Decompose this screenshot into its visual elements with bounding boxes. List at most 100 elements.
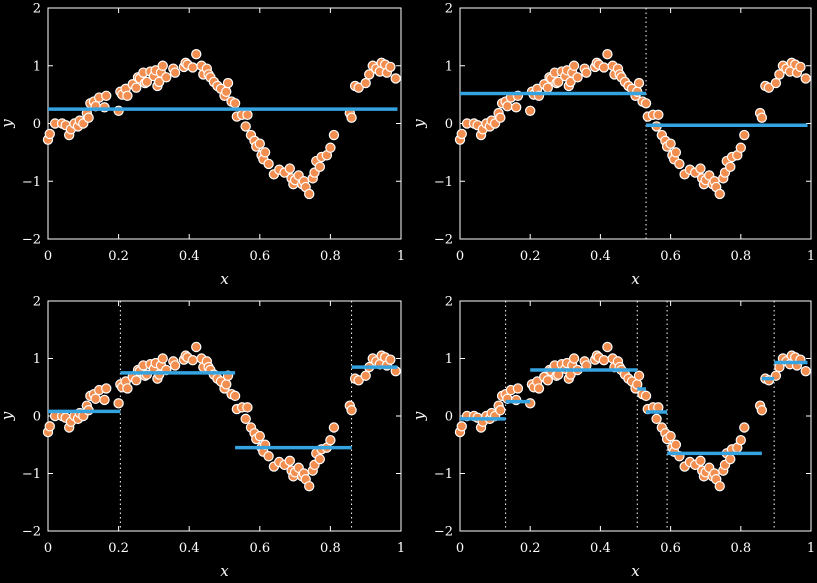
data-point [325, 142, 336, 153]
y-tick-label: 0 [33, 410, 41, 425]
x-tick-label: 0.8 [730, 249, 751, 264]
data-point [568, 353, 580, 364]
data-point [83, 112, 94, 123]
y-tick-label: 2 [33, 295, 41, 310]
axes-frame [47, 300, 402, 532]
y-tick-label: 2 [33, 2, 41, 17]
data-point [221, 86, 232, 97]
data-point [346, 112, 357, 123]
data-point [191, 341, 202, 353]
y-axis-label: y [0, 119, 16, 129]
data-point [254, 138, 265, 149]
data-point [800, 73, 811, 84]
x-tick-label: 0.6 [660, 541, 681, 556]
y-tick-label: 2 [445, 2, 453, 17]
data-point [763, 82, 775, 93]
data-point [113, 398, 124, 409]
data-point [90, 393, 101, 404]
x-tick-label: 0 [44, 249, 52, 264]
data-point [263, 158, 274, 170]
data-point [653, 109, 664, 121]
data-point [385, 61, 396, 73]
data-point [670, 439, 682, 450]
data-point [304, 480, 315, 492]
data-point [633, 77, 645, 89]
data-point [263, 451, 274, 462]
data-point [800, 365, 811, 377]
data-point [739, 422, 750, 433]
y-tick-label: −2 [22, 233, 41, 248]
x-tick-label: 0 [44, 541, 52, 556]
data-point [304, 188, 315, 200]
x-tick-label: 0.2 [520, 249, 541, 264]
data-point [665, 138, 676, 149]
data-point [229, 98, 241, 109]
data-point [735, 434, 747, 446]
data-point [456, 421, 467, 432]
data-point [525, 105, 536, 116]
data-point [670, 147, 682, 158]
x-tick-label: 0.6 [660, 249, 681, 264]
data-point [360, 370, 371, 381]
data-point [735, 142, 747, 153]
data-point [240, 413, 251, 425]
data-point [714, 188, 725, 200]
data-point [553, 76, 564, 88]
x-tick-label: 0.4 [179, 541, 200, 556]
axes-frame [47, 7, 402, 240]
panel-1: 0 0.2 0.4 0.6 0.8 1 −2 −1 0 1 2 x y [0, 2, 405, 289]
data-point [602, 49, 613, 60]
data-point [314, 161, 326, 173]
data-point [254, 430, 265, 442]
data-point [242, 109, 253, 121]
data-point [602, 341, 613, 353]
data-point [725, 453, 736, 465]
data-point [695, 455, 706, 467]
data-point [221, 379, 232, 390]
x-tick-label: 0 [456, 541, 464, 556]
data-point [510, 102, 522, 113]
y-axis-label: y [410, 119, 428, 129]
data-point [284, 163, 296, 174]
y-tick-label: 1 [33, 352, 41, 367]
data-point [640, 390, 652, 402]
data-point [456, 128, 467, 140]
data-point [390, 73, 401, 84]
data-point [169, 67, 181, 78]
data-point [770, 77, 782, 89]
data-point [284, 455, 296, 467]
y-tick-label: −1 [434, 175, 453, 190]
data-point [756, 405, 768, 416]
data-point [187, 62, 198, 73]
data-point [131, 82, 142, 93]
x-axis-label: x [220, 562, 229, 580]
data-point [222, 77, 234, 89]
data-point [512, 383, 524, 394]
y-tick-label: 1 [445, 59, 453, 74]
x-tick-label: 0.2 [108, 249, 129, 264]
data-point [353, 375, 364, 386]
data-point [495, 405, 506, 416]
x-axis-label: x [220, 270, 229, 288]
y-tick-label: 1 [33, 59, 41, 74]
data-point [633, 370, 645, 381]
data-point [242, 402, 253, 413]
data-point [756, 112, 768, 123]
data-point [346, 405, 357, 416]
data-point [695, 163, 706, 174]
data-point [385, 354, 396, 365]
data-point [502, 100, 513, 112]
x-tick-label: 0.6 [249, 541, 270, 556]
data-point [101, 90, 112, 101]
data-point [44, 421, 55, 432]
y-tick-label: −1 [22, 175, 41, 190]
x-tick-label: 0.2 [108, 541, 129, 556]
data-point [240, 121, 251, 132]
data-point [131, 375, 142, 386]
data-point [364, 69, 375, 80]
data-point [122, 383, 133, 394]
data-point [495, 112, 506, 123]
x-tick-label: 0.8 [730, 541, 751, 556]
data-point [674, 158, 685, 170]
